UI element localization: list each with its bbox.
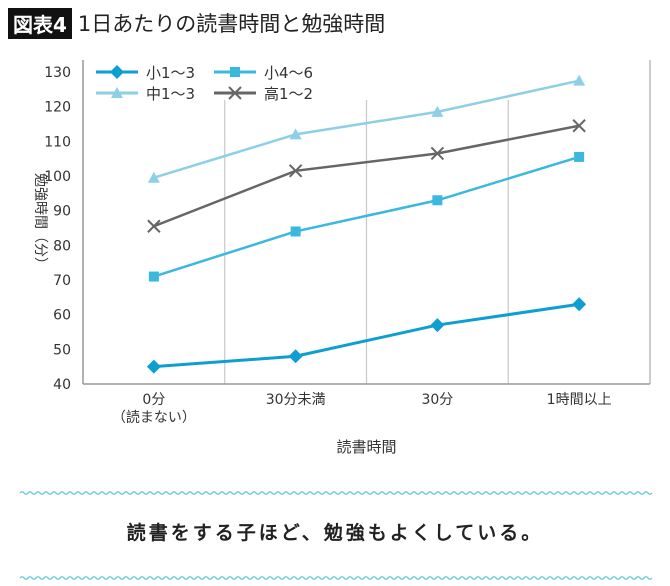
legend-marker [230,67,240,77]
series-1 [146,297,587,374]
x-axis-label: 読書時間 [336,438,396,456]
data-point [572,119,586,133]
data-point [288,164,303,178]
legend-marker [228,86,242,100]
data-point [146,359,161,374]
data-point [288,349,303,364]
y-tick-label: 120 [44,100,71,116]
y-tick-label: 40 [53,377,71,393]
figure-label: 図表4 [8,7,72,39]
legend-label: 中1～3 [146,85,195,103]
data-point [574,151,585,162]
data-point [290,226,301,237]
x-tick-label: 1時間以上 [547,392,612,408]
series-2 [148,151,585,282]
y-tick-label: 110 [44,134,71,150]
legend-label: 小4～6 [264,64,313,82]
data-point [432,195,443,206]
series-line [153,124,580,228]
data-point [430,318,445,333]
legend-label: 小1～3 [146,64,195,82]
y-tick-label: 70 [53,273,71,289]
wavy-divider-bottom [19,576,653,580]
y-tick-label: 80 [53,238,71,254]
y-tick-label: 130 [44,65,71,81]
legend-marker [111,87,123,98]
title-text: 1日あたりの読書時間と勉強時間 [77,12,386,36]
x-tick-label: 30分未満 [266,392,326,408]
y-axis-label: 勉強時間（分） [32,173,48,271]
wavy-divider-top [19,491,653,495]
x-tick-label: 30分 [421,392,453,408]
data-point [431,105,444,117]
data-point [430,146,445,161]
series-4 [147,119,586,233]
data-point [572,297,587,312]
data-point [289,128,302,140]
y-tick-label: 50 [53,342,71,358]
legend-label: 高1～2 [264,85,313,103]
y-tick-label: 100 [44,169,71,185]
series-line [153,302,580,369]
x-tick-label: 0分 [142,392,165,408]
chart-title: 図表4 1日あたりの読書時間と勉強時間 [8,7,386,39]
series-3 [147,74,586,183]
series-line [153,79,580,179]
caption: 読書をする子ほど、勉強もよくしている。 [126,522,544,544]
legend-item: 中1～3 [96,85,195,103]
y-tick-label: 90 [53,204,71,220]
data-point [573,74,586,86]
legend-item: 高1～2 [214,85,313,103]
data-point [148,271,159,282]
data-point [147,171,160,183]
series-line [153,155,580,278]
legend-marker [110,65,124,79]
x-tick-label: （読まない） [112,409,196,426]
data-point [147,219,161,233]
y-tick-label: 60 [53,308,71,324]
legend-item: 小1～3 [96,64,195,82]
legend-item: 小4～6 [214,64,313,82]
